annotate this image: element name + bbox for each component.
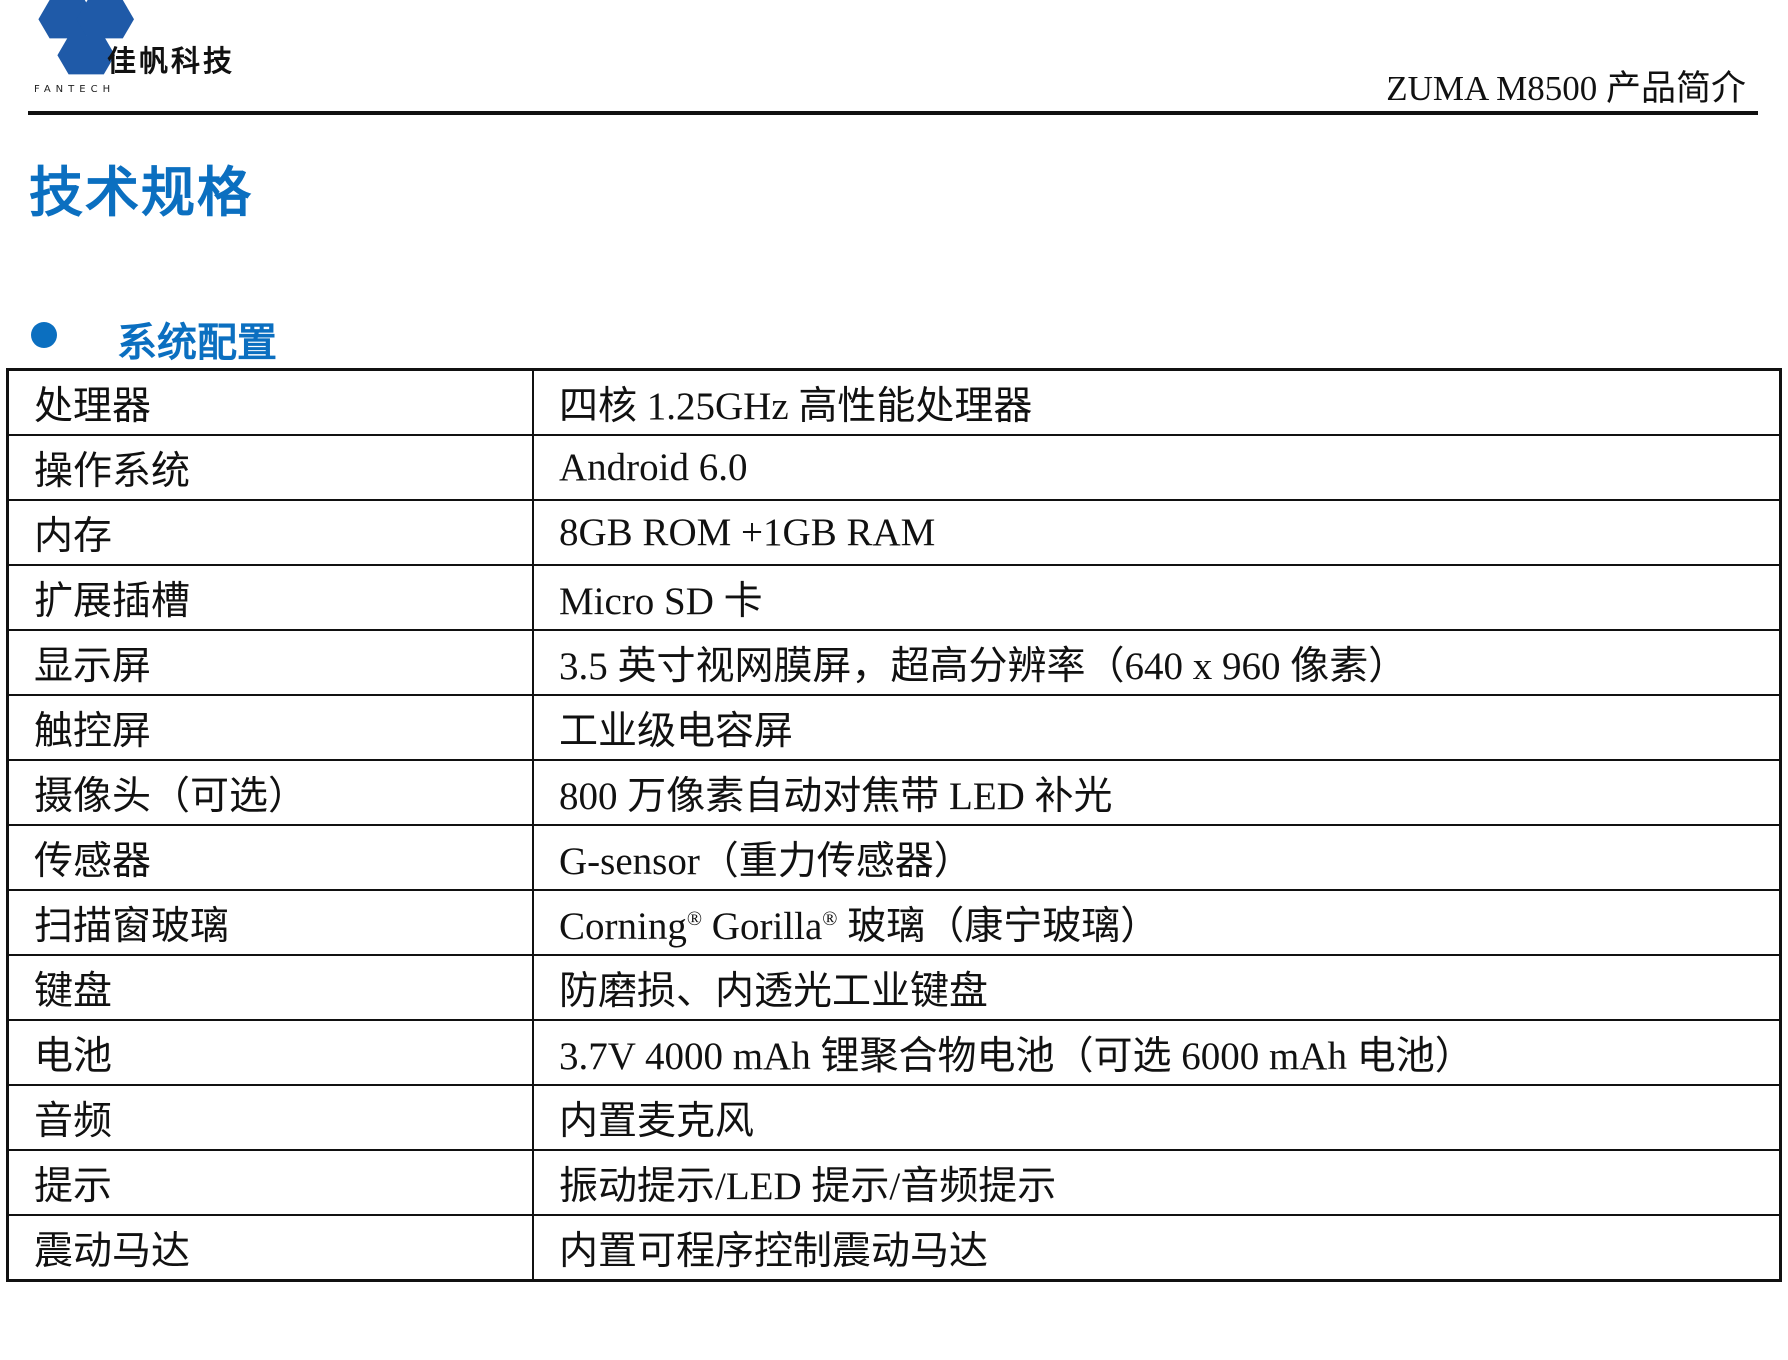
registered-mark: ®: [686, 907, 703, 930]
spec-label: 震动马达: [6, 1214, 534, 1282]
table-row: 摄像头（可选） 800 万像素自动对焦带 LED 补光: [6, 759, 1782, 826]
table-row: 扩展插槽 Micro SD 卡: [6, 564, 1782, 631]
spec-label: 显示屏: [6, 629, 534, 696]
spec-value: G-sensor（重力传感器）: [532, 824, 1782, 891]
page-title: 技术规格: [29, 161, 253, 224]
spec-label: 内存: [6, 499, 534, 566]
table-row: 电池 3.7V 4000 mAh 锂聚合物电池（可选 6000 mAh 电池）: [6, 1019, 1782, 1086]
spec-label: 电池: [6, 1019, 534, 1086]
header-divider: [28, 111, 1758, 115]
spec-label: 触控屏: [6, 694, 534, 761]
spec-value: 内置可程序控制震动马达: [532, 1214, 1782, 1282]
spec-value-part: Corning: [559, 904, 687, 948]
table-row: 处理器 四核 1.25GHz 高性能处理器: [6, 368, 1782, 436]
spec-value: 防磨损、内透光工业键盘: [532, 954, 1782, 1021]
spec-value: 内置麦克风: [532, 1084, 1782, 1151]
table-row: 操作系统 Android 6.0: [6, 434, 1782, 501]
spec-value: 工业级电容屏: [532, 694, 1782, 761]
spec-value: 8GB ROM +1GB RAM: [532, 499, 1782, 566]
spec-label: 音频: [6, 1084, 534, 1151]
spec-value: 四核 1.25GHz 高性能处理器: [532, 368, 1782, 436]
fantech-logo: [38, 0, 134, 75]
registered-mark: ®: [822, 907, 838, 930]
table-row: 震动马达 内置可程序控制震动马达: [6, 1214, 1782, 1282]
table-row: 触控屏 工业级电容屏: [6, 694, 1782, 761]
spec-label: 传感器: [6, 824, 534, 891]
spec-table: 处理器 四核 1.25GHz 高性能处理器 操作系统 Android 6.0 内存 8GB…: [6, 368, 1782, 1282]
logo-text: 佳帆科技: [107, 44, 236, 78]
spec-label: 扩展插槽: [6, 564, 534, 631]
spec-value-part: Gorilla: [702, 904, 823, 948]
table-row: 内存 8GB ROM +1GB RAM: [6, 499, 1782, 566]
spec-value: Android 6.0: [532, 434, 1782, 501]
spec-value-part: 玻璃（康宁玻璃）: [837, 904, 1160, 948]
logo-subtext: FANTECH: [34, 84, 116, 95]
table-row: 键盘 防磨损、内透光工业键盘: [6, 954, 1782, 1021]
spec-label: 处理器: [6, 368, 534, 436]
table-row: 显示屏 3.5 英寸视网膜屏，超高分辨率（640 x 960 像素）: [6, 629, 1782, 696]
bullet-icon: [31, 322, 57, 348]
spec-value: Corning® Gorilla® 玻璃（康宁玻璃）: [532, 889, 1782, 956]
spec-label: 扫描窗玻璃: [6, 889, 534, 956]
table-row: 音频 内置麦克风: [6, 1084, 1782, 1151]
table-row: 扫描窗玻璃 Corning® Gorilla® 玻璃（康宁玻璃）: [6, 889, 1782, 956]
section-title: 系统配置: [117, 320, 277, 366]
spec-label: 操作系统: [6, 434, 534, 501]
spec-label: 提示: [6, 1149, 534, 1216]
table-row: 提示 振动提示/LED 提示/音频提示: [6, 1149, 1782, 1216]
spec-value: 振动提示/LED 提示/音频提示: [532, 1149, 1782, 1216]
spec-value: Micro SD 卡: [532, 564, 1782, 631]
spec-value: 3.5 英寸视网膜屏，超高分辨率（640 x 960 像素）: [532, 629, 1782, 696]
table-row: 传感器 G-sensor（重力传感器）: [6, 824, 1782, 891]
document-title: ZUMA M8500 产品简介: [1386, 69, 1746, 108]
spec-label: 键盘: [6, 954, 534, 1021]
spec-value: 3.7V 4000 mAh 锂聚合物电池（可选 6000 mAh 电池）: [532, 1019, 1782, 1086]
spec-label: 摄像头（可选）: [6, 759, 534, 826]
spec-value: 800 万像素自动对焦带 LED 补光: [532, 759, 1782, 826]
